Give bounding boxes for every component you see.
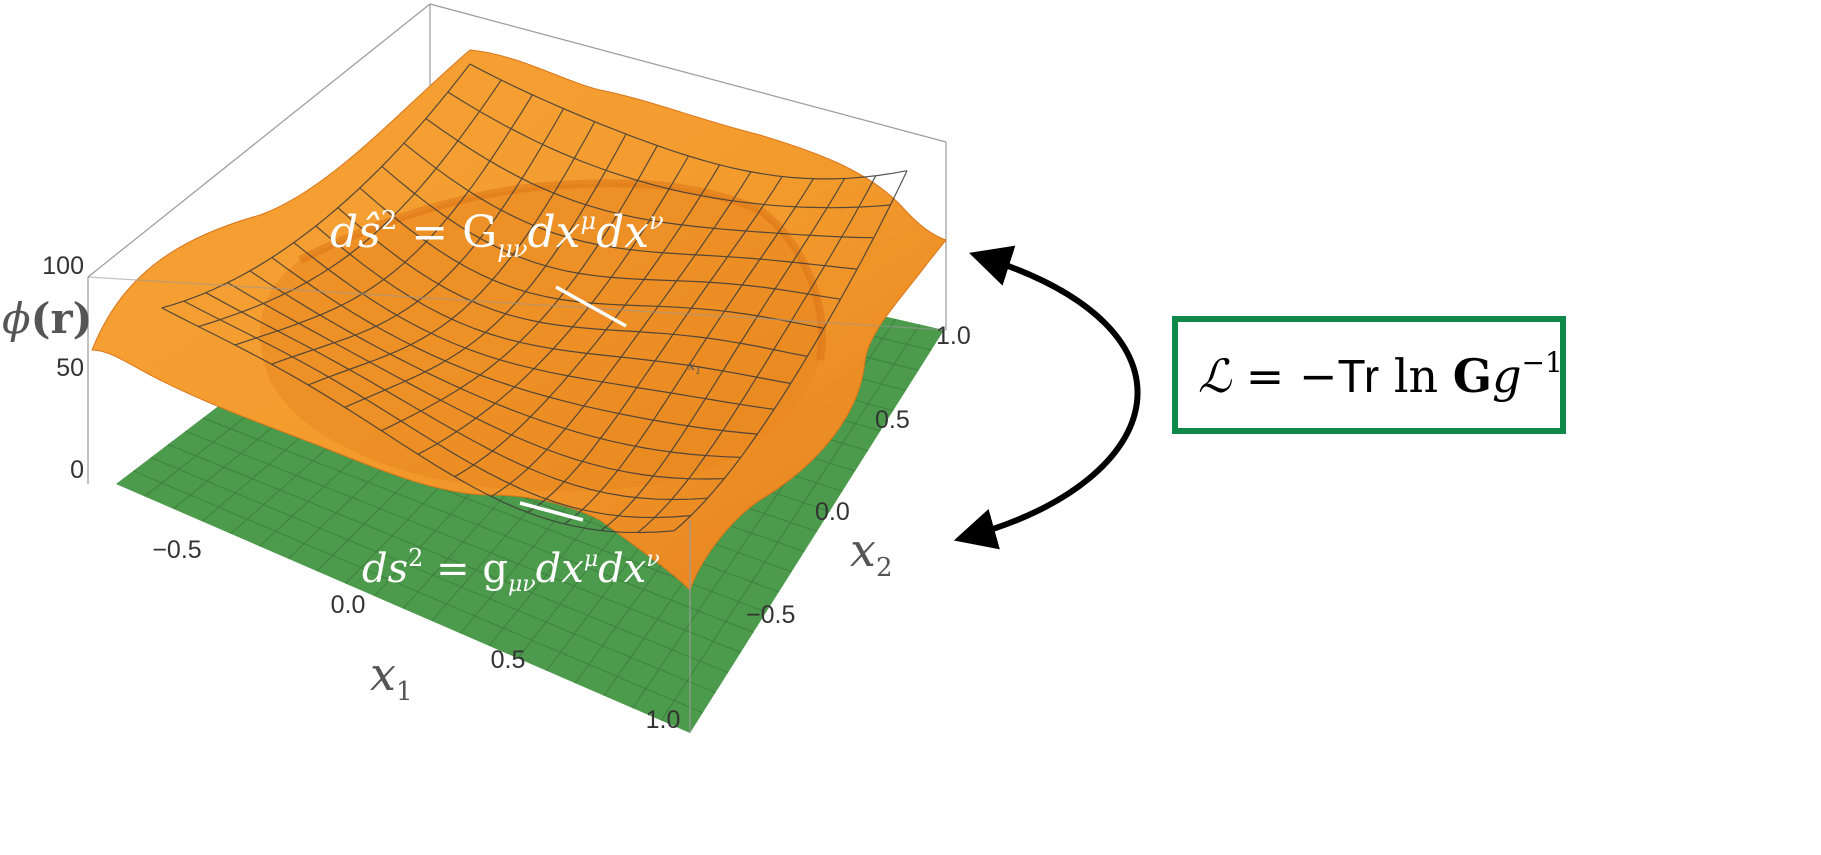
surface-mesh-line <box>337 207 808 357</box>
lower-metric-equation: ds2 = gμνdxμdxν <box>362 544 660 597</box>
surface-mesh-line <box>637 175 877 534</box>
z-tick-0: 0 <box>70 456 84 484</box>
surface-rim-shade <box>298 179 826 361</box>
surface-mesh-line <box>673 170 908 532</box>
surface-mesh-line <box>600 178 846 532</box>
surface-mesh-line <box>527 176 783 513</box>
x1-tick-00: 0.0 <box>331 591 366 619</box>
z-axis-symbol: ϕ <box>2 294 31 343</box>
z-axis-label: ϕ(r) <box>2 294 93 343</box>
surface-mesh-line <box>403 142 858 270</box>
lagrangian-equation: ℒ = −Tr ln Gg−1 <box>1198 346 1563 403</box>
x2-tick-05: 0.5 <box>875 406 910 434</box>
x2-tick-00: 0.0 <box>815 498 850 526</box>
x1-axis-label: x1 <box>370 647 413 707</box>
double-headed-arrow <box>953 245 1141 550</box>
lagrangian-symbol: ℒ <box>1198 349 1232 403</box>
surface-mesh-line <box>315 225 791 385</box>
surface-mesh <box>161 63 908 534</box>
x2-tick-10: 1.0 <box>936 322 971 350</box>
x2-tick-neg05: −0.5 <box>746 601 795 629</box>
x2-axis-label: x2 <box>850 523 893 583</box>
x1-axis-ticks: −0.5 0.0 0.5 1.0 <box>152 536 680 734</box>
plot-box-front <box>87 276 947 733</box>
z-axis-ticks: 0 50 100 <box>42 252 84 484</box>
z-tick-100: 100 <box>42 252 84 280</box>
surface-mesh-line <box>447 91 891 209</box>
surface-mesh-line <box>381 165 841 300</box>
surface-mesh-line <box>454 164 721 478</box>
lower-metric-marker <box>519 501 584 522</box>
surface-mesh-line <box>490 171 752 498</box>
x1-tick-neg05: −0.5 <box>152 536 201 564</box>
z-axis-argument: (r) <box>31 294 93 343</box>
surface-mesh-line <box>425 118 874 239</box>
surface-mesh-line <box>469 63 908 180</box>
upper-metric-marker <box>555 285 627 328</box>
plane-grid-line <box>660 324 921 721</box>
lagrangian-box <box>1172 316 1566 434</box>
surface-inner-shade <box>260 183 822 492</box>
x1-tick-10: 1.0 <box>646 706 681 734</box>
inner-x1-label: x1 <box>688 359 701 377</box>
upper-metric-equation: dŝ2 = Gμνdxμdxν <box>330 206 664 263</box>
x1-tick-05: 0.5 <box>491 646 526 674</box>
surface-mesh-line <box>564 178 814 525</box>
surface-mesh-line <box>359 187 825 329</box>
z-tick-50: 50 <box>56 354 84 382</box>
